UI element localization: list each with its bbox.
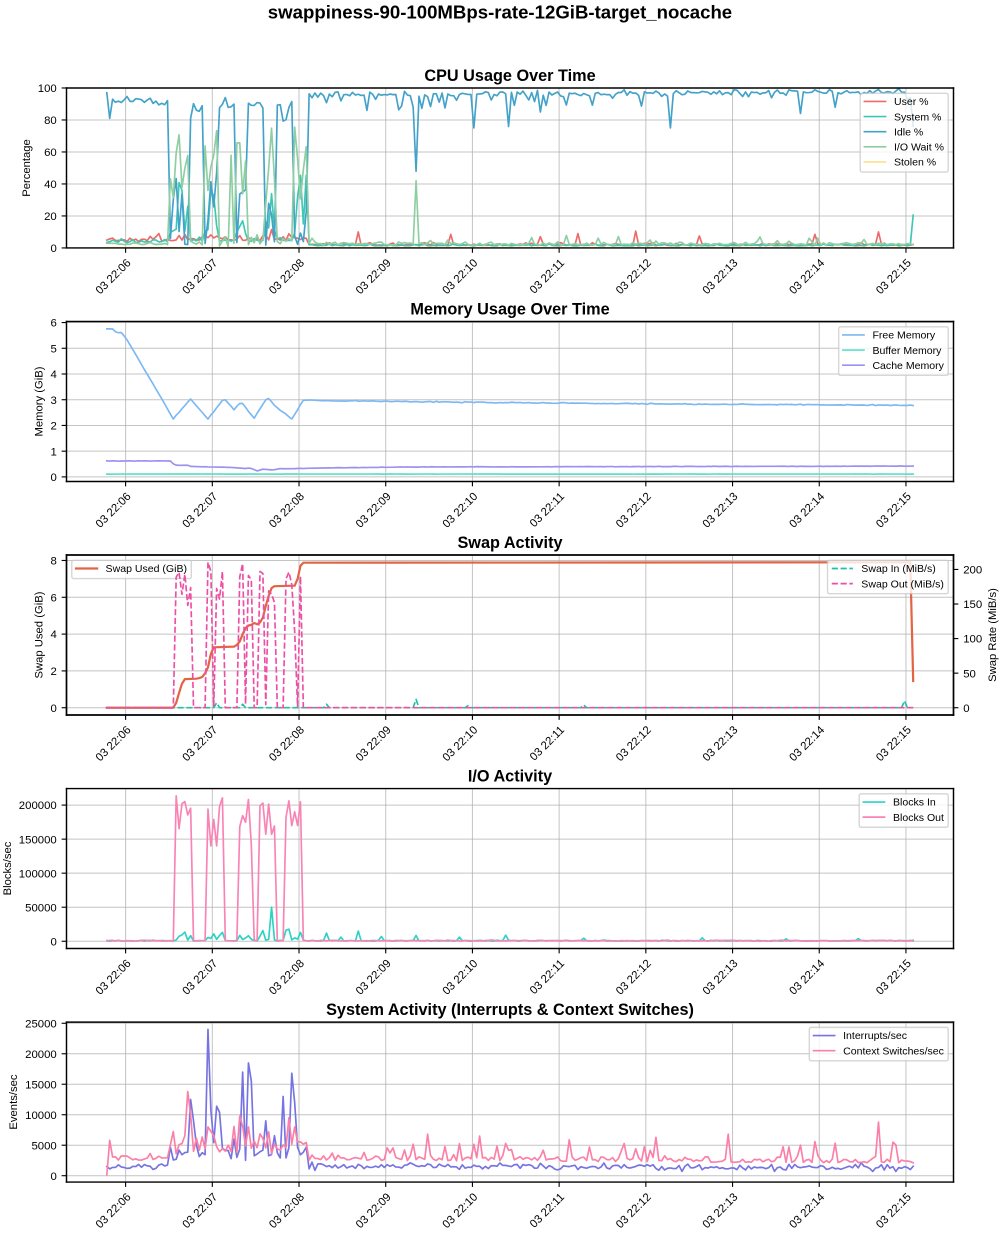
svg-text:0: 0 bbox=[50, 243, 56, 255]
svg-text:0: 0 bbox=[963, 703, 969, 715]
svg-text:25000: 25000 bbox=[25, 1018, 57, 1030]
svg-text:1: 1 bbox=[50, 446, 56, 458]
svg-text:Blocks/sec: Blocks/sec bbox=[2, 841, 14, 895]
svg-text:CPU Usage Over Time: CPU Usage Over Time bbox=[424, 67, 595, 85]
svg-text:System %: System % bbox=[894, 111, 941, 123]
svg-text:Events/sec: Events/sec bbox=[8, 1074, 20, 1129]
svg-text:Memory Usage Over Time: Memory Usage Over Time bbox=[410, 300, 609, 318]
svg-text:3: 3 bbox=[50, 395, 56, 407]
svg-text:2: 2 bbox=[50, 421, 56, 433]
svg-text:Blocks In: Blocks In bbox=[893, 797, 936, 809]
svg-text:4: 4 bbox=[50, 629, 56, 641]
svg-text:150: 150 bbox=[963, 599, 982, 611]
svg-text:0: 0 bbox=[50, 1171, 56, 1183]
svg-text:5000: 5000 bbox=[31, 1140, 56, 1152]
svg-text:50000: 50000 bbox=[25, 902, 57, 914]
svg-text:20: 20 bbox=[44, 211, 57, 223]
svg-text:4: 4 bbox=[50, 369, 56, 381]
svg-text:0: 0 bbox=[50, 703, 56, 715]
svg-text:40: 40 bbox=[44, 179, 57, 191]
svg-text:Buffer Memory: Buffer Memory bbox=[872, 345, 942, 357]
svg-text:Memory (GiB): Memory (GiB) bbox=[34, 366, 46, 436]
svg-text:200000: 200000 bbox=[19, 800, 57, 812]
svg-text:Idle %: Idle % bbox=[894, 126, 923, 138]
svg-text:Interrupts/sec: Interrupts/sec bbox=[843, 1030, 907, 1042]
svg-text:Swap Used (GiB): Swap Used (GiB) bbox=[34, 591, 46, 678]
svg-text:Swap Rate (MiB/s): Swap Rate (MiB/s) bbox=[987, 588, 999, 682]
svg-text:Free Memory: Free Memory bbox=[872, 330, 935, 342]
svg-text:Cache Memory: Cache Memory bbox=[872, 360, 944, 372]
svg-text:User %: User % bbox=[894, 96, 929, 108]
svg-text:Stolen %: Stolen % bbox=[894, 157, 936, 169]
svg-text:Context Switches/sec: Context Switches/sec bbox=[843, 1045, 944, 1057]
svg-text:15000: 15000 bbox=[25, 1079, 57, 1091]
svg-text:I/O Activity: I/O Activity bbox=[468, 767, 552, 785]
svg-text:Percentage: Percentage bbox=[21, 139, 33, 197]
svg-text:50: 50 bbox=[963, 668, 976, 680]
svg-text:2: 2 bbox=[50, 666, 56, 678]
svg-text:200: 200 bbox=[963, 565, 982, 577]
svg-text:80: 80 bbox=[44, 115, 57, 127]
svg-text:100: 100 bbox=[963, 634, 982, 646]
svg-text:Swap Activity: Swap Activity bbox=[457, 534, 562, 552]
svg-text:20000: 20000 bbox=[25, 1049, 57, 1061]
svg-text:Swap Out (MiB/s): Swap Out (MiB/s) bbox=[861, 578, 944, 590]
svg-text:8: 8 bbox=[50, 556, 56, 568]
svg-text:swappiness-90-100MBps-rate-12G: swappiness-90-100MBps-rate-12GiB-target_… bbox=[268, 1, 732, 22]
svg-text:10000: 10000 bbox=[25, 1110, 57, 1122]
svg-text:Blocks Out: Blocks Out bbox=[893, 812, 944, 824]
svg-text:I/O Wait %: I/O Wait % bbox=[894, 141, 944, 153]
svg-text:150000: 150000 bbox=[19, 834, 57, 846]
svg-text:60: 60 bbox=[44, 147, 57, 159]
svg-text:100000: 100000 bbox=[19, 868, 57, 880]
svg-text:System Activity (Interrupts &: System Activity (Interrupts & Context Sw… bbox=[326, 1001, 694, 1019]
svg-text:0: 0 bbox=[50, 472, 56, 484]
svg-text:100: 100 bbox=[38, 83, 57, 95]
svg-text:6: 6 bbox=[50, 318, 56, 330]
svg-text:Swap In (MiB/s): Swap In (MiB/s) bbox=[861, 563, 935, 575]
svg-text:Swap Used (GiB): Swap Used (GiB) bbox=[106, 563, 187, 575]
svg-text:6: 6 bbox=[50, 592, 56, 604]
svg-text:0: 0 bbox=[50, 936, 56, 948]
svg-text:5: 5 bbox=[50, 343, 56, 355]
